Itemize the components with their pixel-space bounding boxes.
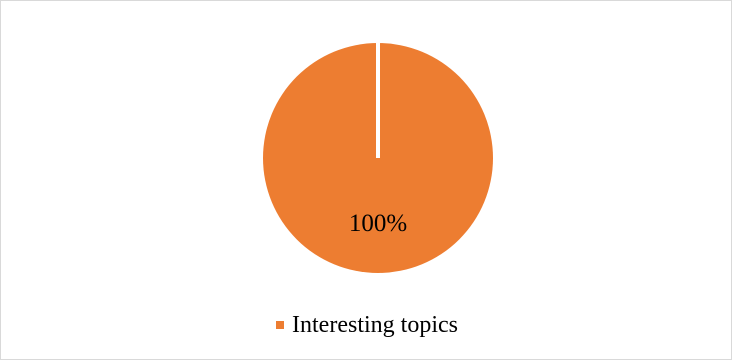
legend-swatch <box>276 321 285 329</box>
data-label: 100% <box>349 210 407 237</box>
pie-slices <box>263 43 493 273</box>
legend-label: Interesting topics <box>292 312 458 338</box>
legend: Interesting topics <box>1 313 732 337</box>
